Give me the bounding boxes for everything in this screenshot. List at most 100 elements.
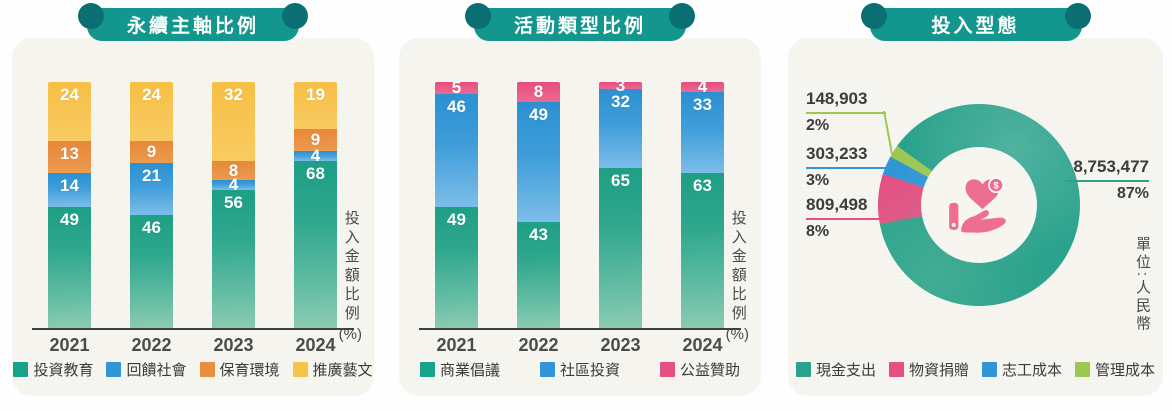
panel-investment-type: 投入型態 $	[788, 3, 1163, 396]
x-axis-tick-label: 2023	[600, 335, 641, 355]
segment-value-label: 49	[529, 104, 548, 124]
x-axis-tick-label: 2023	[213, 335, 254, 355]
svg-text:$: $	[993, 181, 998, 191]
bar-column-2024: 4 33 63	[681, 77, 724, 328]
bar-column-2023: 3 32 65	[599, 76, 642, 328]
panel-title-banner: 永續主軸比例	[78, 3, 308, 41]
donut-label-goods: 809,498 8%	[806, 194, 886, 241]
x-axis-tick-label: 2024	[682, 335, 723, 355]
legend-label: 商業倡議	[439, 362, 500, 379]
currency-unit-label: 單位:人民幣	[1134, 236, 1151, 334]
legend-swatch	[795, 362, 811, 377]
legend-item: 回饋社會	[106, 359, 187, 380]
legend-item: 商業倡議	[419, 359, 500, 380]
bar-segment: 68	[294, 160, 337, 328]
legend-label: 管理成本	[1095, 362, 1156, 379]
bar-column-2021: 5 46 49	[435, 78, 478, 328]
legend-label: 物資捐贈	[908, 362, 969, 379]
legend-label: 社區投資	[559, 362, 620, 379]
bar-segment: 5	[435, 78, 478, 97]
segment-value-label: 4	[310, 145, 321, 165]
bar-segment: 13	[48, 141, 91, 174]
bar-segment: 24	[48, 82, 91, 142]
legend-item: 公益贊助	[660, 359, 740, 380]
x-axis-tick-label: 2022	[518, 335, 559, 355]
bar-segment: 4	[681, 77, 724, 96]
legend-item: 管理成本	[1075, 359, 1155, 380]
segment-value-label: 65	[611, 171, 630, 191]
legend-swatch	[419, 362, 435, 377]
legend-swatch	[1075, 362, 1091, 377]
y-axis-label: 投入金額比例 (%)	[339, 210, 362, 345]
bar-segment: 8	[212, 161, 255, 181]
legend-item: 社區投資	[539, 359, 620, 380]
bar-segment: 46	[435, 94, 478, 208]
segment-value-label: 13	[60, 144, 79, 164]
legend-label: 回饋社會	[126, 362, 187, 379]
percent-value: 8%	[806, 223, 830, 240]
bar-segment: 33	[681, 91, 724, 174]
segment-value-label: 46	[447, 97, 466, 117]
legend-sustainability: 投資教育 回饋社會 保育環境 推廣藝文	[12, 359, 374, 380]
bar-segment: 21	[130, 163, 173, 215]
legend-item: 保育環境	[199, 359, 280, 380]
panel-title: 活動類型比例	[513, 16, 646, 37]
amount-value: 8,753,477	[1065, 156, 1149, 182]
bar-segment: 32	[599, 89, 642, 169]
amount-value: 148,903	[806, 88, 886, 114]
legend-label: 公益贊助	[680, 362, 741, 379]
segment-value-label: 3	[615, 75, 626, 95]
bar-segment: 9	[294, 128, 337, 151]
bar-segment: 19	[294, 82, 337, 129]
panel-activity-types: 活動類型比例 5 46 49 8 49 43 3 32 65 4 33 63 投入金額比例 (%) 商…	[399, 3, 761, 396]
legend-label: 志工成本	[1002, 362, 1063, 379]
legend-investment: 現金支出 物資捐贈 志工成本 管理成本	[788, 359, 1163, 380]
segment-value-label: 19	[306, 85, 325, 105]
segment-value-label: 9	[146, 142, 157, 162]
bar-segment: 9	[130, 141, 173, 164]
bar-segment: 43	[517, 222, 560, 328]
segment-value-label: 43	[529, 225, 548, 245]
segment-value-label: 4	[228, 175, 239, 195]
bar-segment: 32	[212, 82, 255, 161]
donut-label-volunteer: 303,233 3%	[806, 143, 886, 190]
stacked-bar-chart-activity: 5 46 49 8 49 43 3 32 65 4 33 63	[399, 76, 761, 328]
x-axis-tick-label: 2021	[436, 335, 477, 355]
legend-swatch	[982, 362, 997, 377]
segment-value-label: 32	[224, 85, 243, 105]
bar-column-2021: 24 13 14 49	[48, 82, 91, 328]
bar-segment: 49	[48, 207, 91, 328]
bar-segment: 63	[681, 173, 724, 328]
bar-segment: 14	[48, 173, 91, 208]
segment-value-label: 5	[451, 78, 462, 98]
percent-value: 2%	[806, 117, 830, 134]
y-axis-unit: (%)	[725, 326, 749, 343]
x-axis-tick-label: 2021	[49, 335, 90, 355]
bar-segment: 8	[517, 82, 560, 102]
segment-value-label: 32	[611, 92, 630, 112]
y-axis-unit: (%)	[338, 326, 362, 343]
legend-swatch	[292, 362, 308, 377]
percent-value: 3%	[806, 172, 830, 189]
segment-value-label: 63	[693, 176, 712, 196]
legend-swatch	[888, 362, 904, 377]
legend-swatch	[106, 362, 122, 377]
segment-value-label: 24	[142, 85, 161, 105]
x-axis-tick-label: 2022	[131, 335, 172, 355]
panel-sustainability-themes: 永續主軸比例 24 13 14 49 24 9 21 46 32 8 4 56 19 9 4 68 投入金額比…	[12, 3, 374, 396]
segment-value-label: 8	[228, 160, 239, 180]
legend-item: 志工成本	[982, 359, 1062, 380]
segment-value-label: 46	[142, 217, 161, 237]
segment-value-label: 9	[310, 129, 321, 149]
y-axis-label-text: 投入金額比例	[342, 210, 360, 324]
bar-column-2022: 24 9 21 46	[130, 82, 173, 328]
legend-label: 投資教育	[33, 362, 94, 379]
bar-segment: 4	[294, 146, 337, 165]
donut-label-management: 148,903 2%	[806, 88, 886, 135]
segment-value-label: 8	[533, 81, 544, 101]
bar-segment: 24	[130, 82, 173, 142]
bar-column-2022: 8 49 43	[517, 82, 560, 328]
legend-item: 推廣藝文	[292, 359, 373, 380]
legend-item: 現金支出	[795, 359, 876, 380]
